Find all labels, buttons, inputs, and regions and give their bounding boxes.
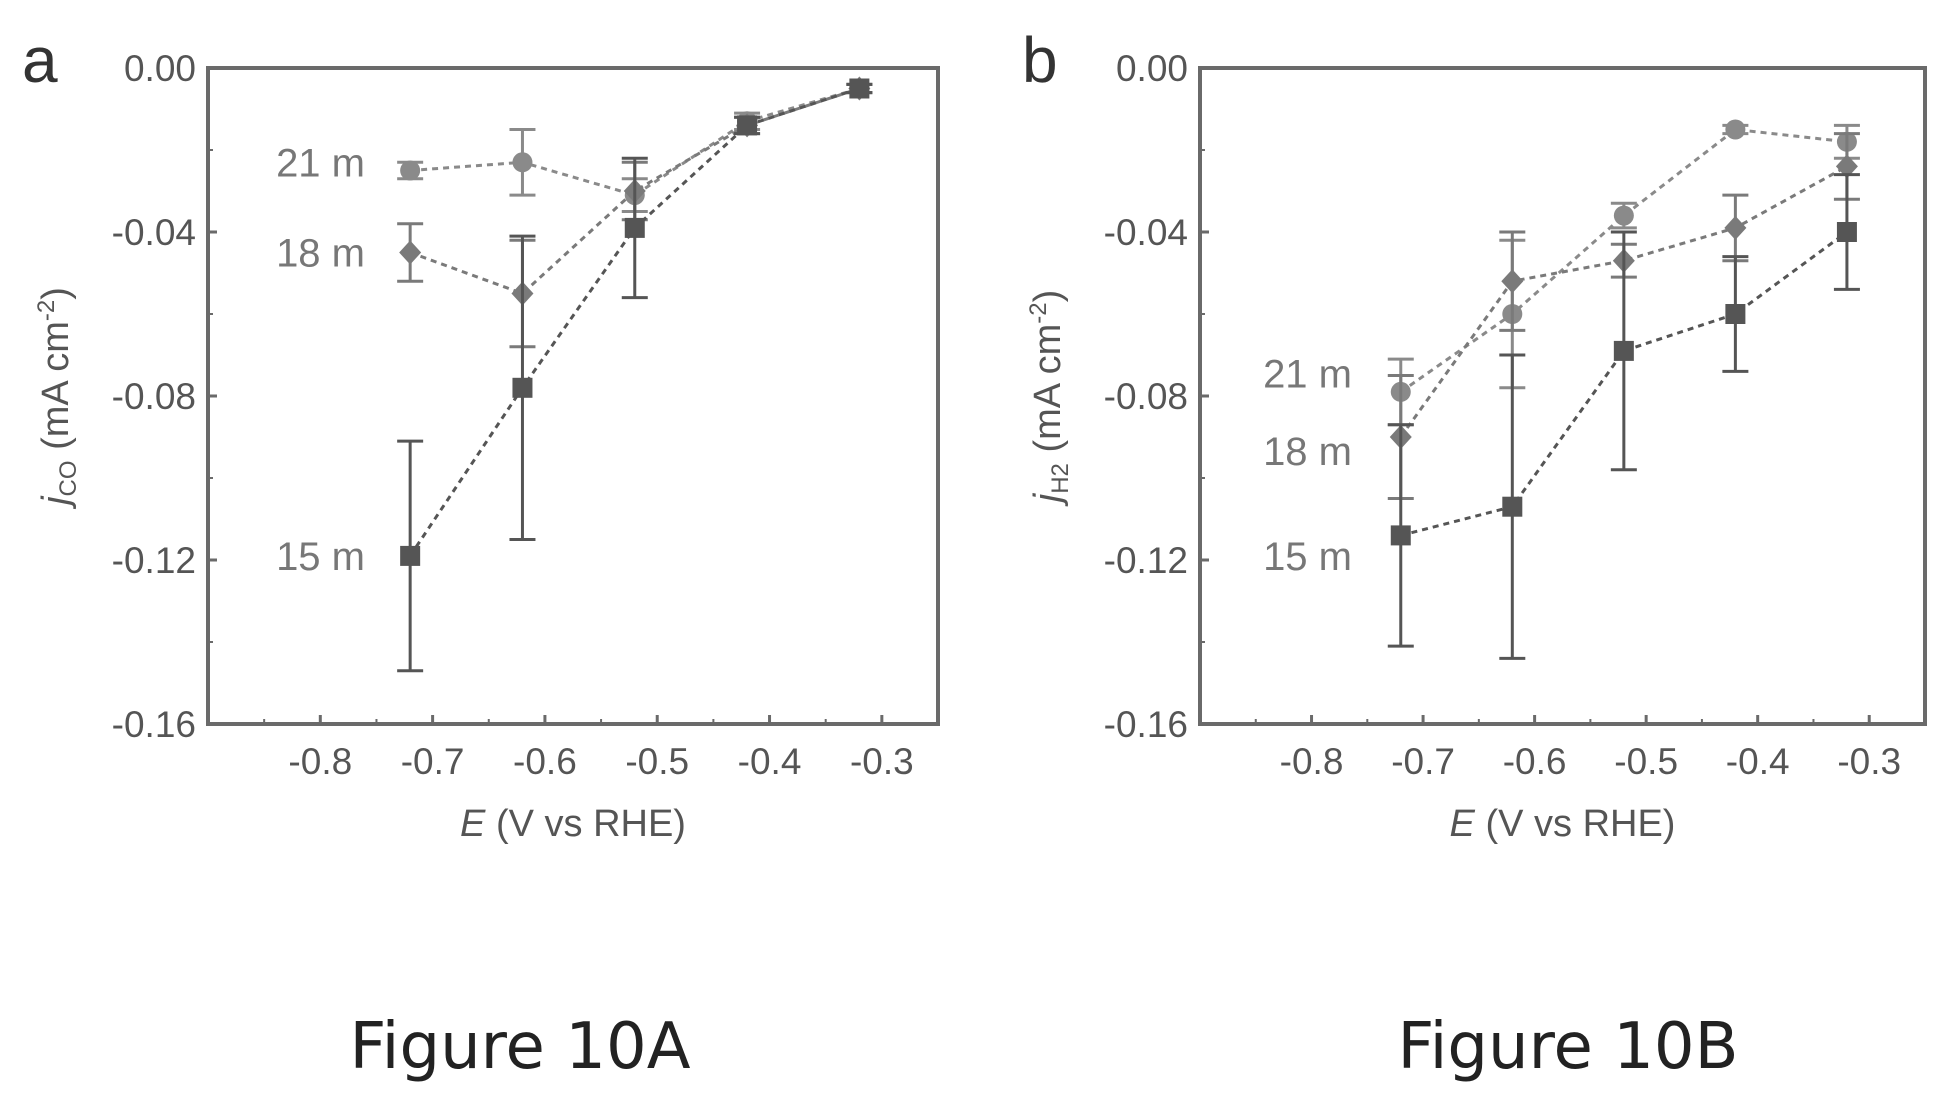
x-tick-label: -0.8 — [1280, 741, 1344, 782]
series-label: 18 m — [1263, 430, 1352, 474]
series-label: 18 m — [276, 232, 365, 276]
x-axis-label: E (V vs RHE) — [1450, 803, 1676, 845]
x-tick-label: -0.3 — [1837, 741, 1901, 782]
panel-letter: b — [1022, 24, 1058, 96]
x-axis-label-unit: (V vs RHE) — [1475, 803, 1676, 845]
data-point — [624, 217, 645, 238]
data-point — [1835, 154, 1858, 179]
figure-caption-10b: Figure 10B — [1397, 1010, 1738, 1084]
x-tick-label: -0.7 — [401, 741, 465, 782]
y-tick-label: -0.12 — [1104, 540, 1188, 581]
y-tick-label: -0.08 — [112, 376, 196, 417]
x-axis-label-symbol: E — [460, 803, 486, 845]
x-tick-label: -0.6 — [1503, 741, 1567, 782]
data-point — [400, 160, 421, 181]
y-tick-label: -0.16 — [112, 704, 196, 745]
panel-letter: a — [22, 24, 58, 96]
y-axis-label-close: ) — [1027, 290, 1069, 303]
data-point — [512, 377, 533, 398]
x-tick-label: -0.8 — [288, 741, 352, 782]
x-tick-label: -0.4 — [738, 741, 802, 782]
data-point — [1725, 119, 1746, 140]
data-point — [1501, 269, 1524, 294]
x-axis-label-symbol: E — [1450, 803, 1476, 845]
data-point — [737, 115, 758, 136]
x-tick-label: -0.6 — [513, 741, 577, 782]
series-line — [1399, 127, 1848, 394]
data-point — [849, 78, 870, 99]
x-tick-label: -0.3 — [850, 741, 914, 782]
y-tick-label: -0.12 — [112, 540, 196, 581]
y-axis-label-unit: (mA cm — [35, 321, 77, 460]
data-point — [1724, 215, 1747, 240]
y-tick-label: 0.00 — [124, 48, 196, 89]
figure-caption-10a: Figure 10A — [350, 1010, 691, 1084]
series-18-m: 18 m — [1263, 132, 1860, 500]
data-point — [1725, 304, 1746, 324]
series-15-m: 15 m — [276, 78, 873, 673]
x-tick-label: -0.4 — [1726, 741, 1790, 782]
series-21-m: 21 m — [1263, 119, 1860, 427]
data-point — [512, 152, 533, 173]
x-axis-label-unit: (V vs RHE) — [485, 803, 686, 845]
series-18-m: 18 m — [276, 76, 873, 349]
y-axis-label: jCO (mA cm-2) — [33, 287, 82, 510]
series-label: 21 m — [1263, 353, 1352, 397]
y-axis-label-unit: (mA cm — [1027, 324, 1069, 463]
series-15-m: 15 m — [1263, 173, 1860, 660]
y-tick-label: -0.04 — [112, 212, 196, 253]
data-point — [1613, 340, 1634, 361]
series-label: 21 m — [276, 141, 365, 185]
data-point — [400, 545, 421, 566]
y-axis-label-superscript: -2 — [33, 300, 60, 321]
series-line — [1399, 165, 1848, 438]
series-21-m: 21 m — [276, 78, 873, 213]
x-tick-label: -0.5 — [1614, 741, 1678, 782]
series-label: 15 m — [1263, 535, 1352, 579]
data-point — [1836, 222, 1857, 242]
y-tick-label: -0.04 — [1104, 212, 1188, 253]
data-point — [399, 240, 422, 265]
y-axis-label: jH2 (mA cm-2) — [1025, 290, 1074, 507]
data-point — [1390, 525, 1411, 546]
x-tick-label: -0.5 — [625, 741, 689, 782]
y-tick-label: -0.08 — [1104, 376, 1188, 417]
y-tick-label: -0.16 — [1104, 704, 1188, 745]
chart-panel-a: a -0.8 -0.7 -0.6 -0.5 -0.4 -0.3 0.00 -0.04 -0.08 -… — [22, 24, 940, 845]
data-point — [1613, 205, 1634, 226]
chart-panel-b: b -0.8 -0.7 -0.6 -0.5 -0.4 -0.3 0.00 -0.04 -0.08 -… — [1022, 24, 1927, 845]
y-axis-label-close: ) — [35, 287, 77, 300]
y-tick-label: 0.00 — [1116, 48, 1188, 89]
y-axis-label-superscript: -2 — [1025, 302, 1052, 323]
data-point — [1502, 496, 1523, 517]
y-axis-label-subscript: CO — [55, 460, 82, 496]
x-axis-label: E (V vs RHE) — [460, 803, 686, 845]
series-label: 15 m — [276, 535, 365, 579]
series-line — [409, 87, 860, 296]
y-axis-label-subscript: H2 — [1047, 463, 1074, 494]
x-tick-label: -0.7 — [1391, 741, 1455, 782]
